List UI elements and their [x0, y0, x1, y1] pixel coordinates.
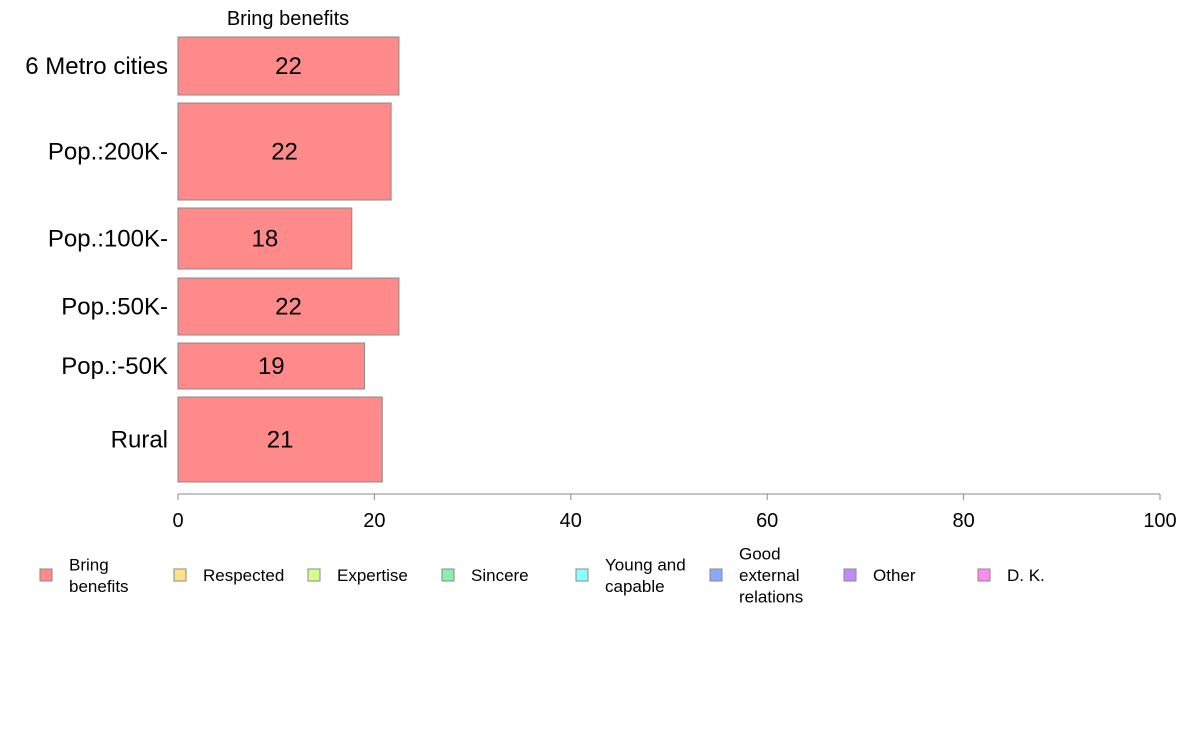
category-label: Pop.:200K-	[48, 139, 168, 166]
x-tick-label: 60	[756, 510, 778, 532]
legend-swatch	[709, 568, 723, 582]
legend-label: Good	[739, 545, 781, 564]
legend-item: Expertise	[307, 566, 408, 585]
category-label: Pop.:100K-	[48, 226, 168, 253]
bar	[177, 396, 383, 483]
legend-swatch	[441, 568, 455, 582]
x-tick-label: 80	[952, 510, 974, 532]
legend-label: Expertise	[337, 566, 408, 585]
x-tick-label: 40	[560, 510, 582, 532]
legend-label: D. K.	[1007, 566, 1045, 585]
legend-item: D. K.	[977, 566, 1045, 585]
bar	[177, 342, 366, 390]
legend-item: Good external relations	[709, 545, 803, 607]
legend-item: Respected	[173, 566, 284, 585]
legend-item: Sincere	[441, 566, 529, 585]
bar-value-label: 18	[252, 226, 279, 253]
bar	[177, 36, 400, 96]
x-tick-label: 0	[172, 510, 183, 532]
category-label: Pop.:-50K	[61, 353, 168, 380]
legend-item: Other	[843, 566, 916, 585]
legend-label: Respected	[203, 566, 284, 585]
legend-swatch	[39, 568, 53, 582]
legend-label: Other	[873, 566, 916, 585]
legend-label: Sincere	[471, 566, 529, 585]
bars-group: 6 Metro cities 22 Pop.:200K- 22 Pop.:100K- 18…	[25, 36, 400, 483]
legend-swatch	[977, 568, 991, 582]
bar-value-label: 22	[275, 294, 302, 321]
category-label: Rural	[111, 427, 168, 454]
legend: Bring benefits Respected Expertise Sincere Yo…	[39, 545, 1045, 607]
legend-swatch	[843, 568, 857, 582]
legend-item: Bring benefits	[39, 555, 129, 596]
legend-item: Young and capable	[575, 555, 686, 596]
chart-title: Bring benefits	[227, 8, 349, 30]
category-label: Pop.:50K-	[61, 294, 168, 321]
legend-label: external	[739, 566, 799, 585]
legend-swatch	[307, 568, 321, 582]
bar-value-label: 22	[271, 139, 298, 166]
legend-label: benefits	[69, 577, 129, 596]
x-tick-label: 20	[363, 510, 385, 532]
bar-value-label: 22	[275, 53, 302, 80]
x-axis: 0 20 40 60 80 100	[172, 493, 1177, 532]
bar-value-label: 19	[258, 353, 285, 380]
bar	[177, 102, 392, 201]
legend-swatch	[575, 568, 589, 582]
legend-label: capable	[605, 577, 665, 596]
x-tick-label: 100	[1143, 510, 1176, 532]
legend-label: Bring	[69, 555, 109, 574]
bar	[177, 207, 353, 270]
legend-label: relations	[739, 588, 803, 607]
category-label: 6 Metro cities	[25, 53, 168, 80]
legend-label: Young and	[605, 555, 686, 574]
legend-swatch	[173, 568, 187, 582]
bar	[177, 277, 400, 336]
bar-value-label: 21	[267, 427, 294, 454]
